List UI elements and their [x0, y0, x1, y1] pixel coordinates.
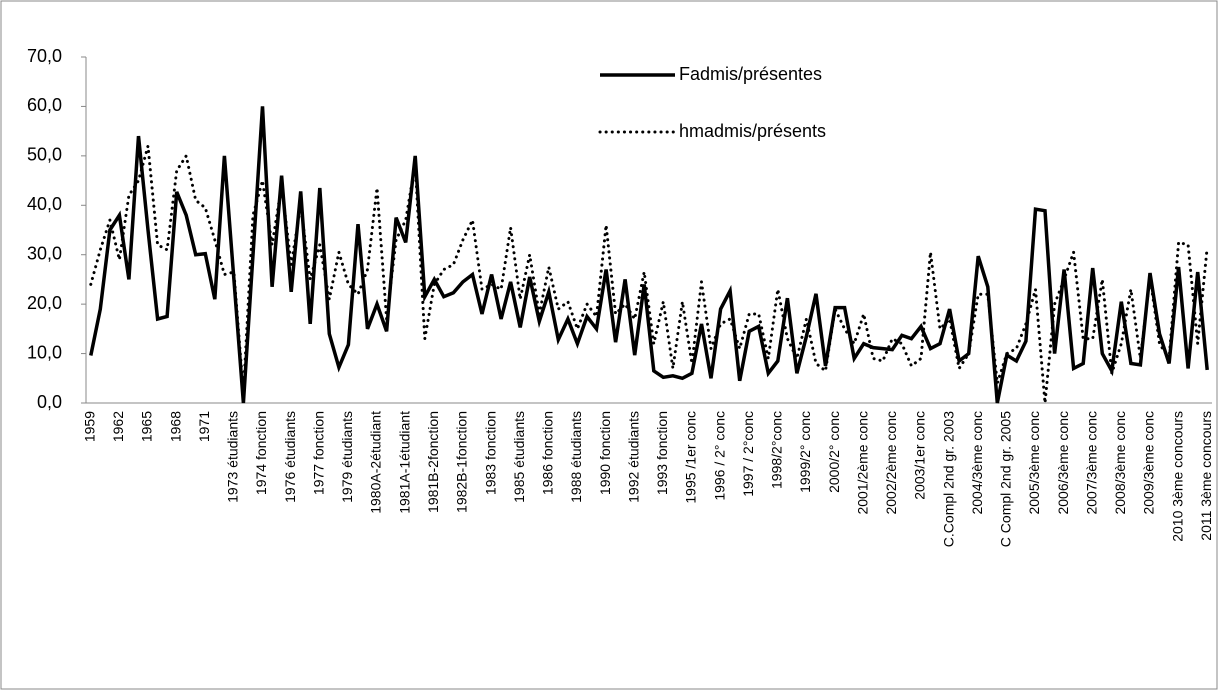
x-tick-label: 1962 — [110, 411, 126, 442]
y-tick-label: 60,0 — [27, 95, 62, 115]
x-tick-label: 1983 fonction — [482, 411, 498, 495]
x-tick-label: 1993 fonction — [654, 411, 670, 495]
x-tick-label: 2004/3ème conc — [969, 411, 985, 515]
y-tick-label: 50,0 — [27, 145, 62, 165]
legend-label: Fadmis/présentes — [679, 64, 822, 84]
x-tick-label: 2001/2ème conc — [854, 411, 870, 515]
x-tick-label: 1985 étudiants — [511, 411, 527, 503]
line-series — [89, 106, 1209, 404]
x-tick-label: 2009/3ème conc — [1141, 411, 1157, 515]
x-tick-label: 1988 étudiants — [568, 411, 584, 503]
x-tick-label: 1968 — [167, 411, 183, 442]
y-tick-label: 10,0 — [27, 342, 62, 362]
x-tick-label: 1981B-2fonction — [425, 411, 441, 513]
x-tick-label: 1995 /1er conc — [683, 411, 699, 504]
y-tick-label: 30,0 — [27, 243, 62, 263]
y-tick-label: 70,0 — [27, 46, 62, 66]
x-tick-label: 2000/2° conc — [826, 411, 842, 493]
x-tick-label: 1998/2°conc — [769, 411, 785, 489]
x-tick-label: C Compl 2nd gr. 2005 — [998, 411, 1014, 547]
x-tick-label: 2011 3ème concours — [1198, 411, 1214, 541]
x-tick-label: 1986 fonction — [540, 411, 556, 495]
x-tick-label: 1971 — [196, 411, 212, 442]
x-tick-label: 2002/2ème conc — [883, 411, 899, 515]
x-tick-label: 1965 — [139, 411, 155, 442]
x-tick-label: 2006/3ème conc — [1055, 411, 1071, 515]
x-tick-label: 1982B-1fonction — [454, 411, 470, 513]
x-tick-label: 1997 / 2°conc — [740, 411, 756, 497]
x-tick-label: 2007/3ème conc — [1083, 411, 1099, 515]
y-tick-label: 20,0 — [27, 293, 62, 313]
x-tick-label: 2005/3ème conc — [1026, 411, 1042, 515]
x-tick-label: 1981A-1étudiant — [396, 411, 412, 514]
x-tick-label: C.Compl 2nd gr. 2003 — [940, 411, 956, 547]
x-tick-label: 2008/3ème conc — [1112, 411, 1128, 515]
x-tick-label: 1980A-2étudiant — [368, 411, 384, 514]
x-tick-label: 1974 fonction — [253, 411, 269, 495]
x-tick-label: 1979 étudiants — [339, 411, 355, 503]
x-tick-label: 1959 — [81, 411, 97, 442]
x-tick-label: 1996 / 2° conc — [711, 411, 727, 501]
x-tick-label: 1973 étudiants — [225, 411, 241, 503]
line-series — [89, 145, 1209, 404]
x-tick-label: 1990 fonction — [597, 411, 613, 495]
x-tick-label: 1999/2° conc — [797, 411, 813, 493]
x-tick-label: 2010 3ème concours — [1169, 411, 1185, 542]
legend-label: hmadmis/présents — [679, 121, 826, 141]
x-tick-label: 2003/1er conc — [912, 411, 928, 500]
y-tick-label: 40,0 — [27, 194, 62, 214]
x-tick-label: 1992 étudiants — [625, 411, 641, 503]
y-tick-label: 0,0 — [37, 392, 62, 412]
x-tick-label: 1976 étudiants — [282, 411, 298, 503]
x-tick-label: 1977 fonction — [310, 411, 326, 495]
